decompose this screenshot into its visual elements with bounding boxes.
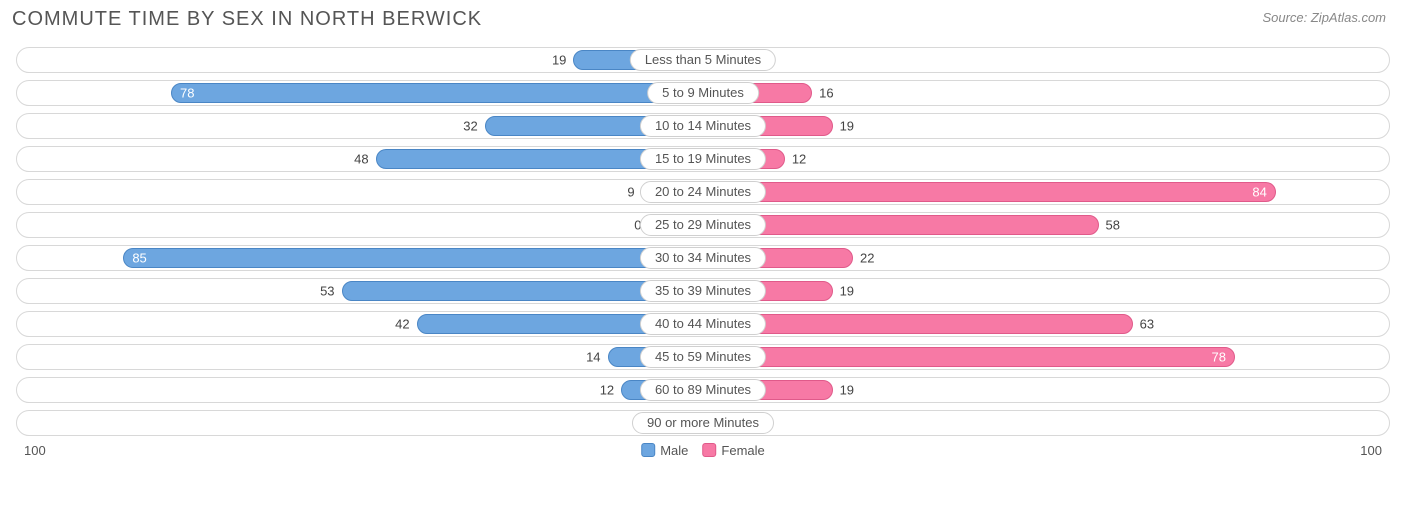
female-value-label: 22 xyxy=(852,251,874,266)
category-badge: 15 to 19 Minutes xyxy=(640,148,766,170)
chart-row: 48 12 15 to 19 Minutes xyxy=(16,146,1390,172)
category-badge: 45 to 59 Minutes xyxy=(640,346,766,368)
category-badge: 30 to 34 Minutes xyxy=(640,247,766,269)
female-value-label: 16 xyxy=(811,86,833,101)
chart-row: 05825 to 29 Minutes xyxy=(16,212,1390,238)
axis-right-label: 100 xyxy=(1360,443,1382,458)
male-bar: 78 xyxy=(171,83,703,103)
category-badge: Less than 5 Minutes xyxy=(630,49,776,71)
source-attribution: Source: ZipAtlas.com xyxy=(1262,10,1386,25)
category-badge: 20 to 24 Minutes xyxy=(640,181,766,203)
male-value-label: 14 xyxy=(586,350,608,365)
legend-female-label: Female xyxy=(721,443,764,458)
legend: Male Female xyxy=(641,443,765,458)
category-badge: 10 to 14 Minutes xyxy=(640,115,766,137)
male-value-label: 85 xyxy=(132,251,146,266)
female-value-label: 12 xyxy=(784,152,806,167)
male-value-label: 42 xyxy=(395,317,417,332)
male-bar: 85 xyxy=(123,248,703,268)
male-value-label: 53 xyxy=(320,284,342,299)
chart-row: 0090 or more Minutes xyxy=(16,410,1390,436)
male-value-label: 48 xyxy=(354,152,376,167)
female-value-label: 19 xyxy=(832,284,854,299)
female-bar: 78 xyxy=(703,347,1235,367)
chart-footer: 100 Male Female 100 xyxy=(0,443,1406,471)
female-value-label: 63 xyxy=(1132,317,1154,332)
chart-row: 78 16 5 to 9 Minutes xyxy=(16,80,1390,106)
female-bar: 84 xyxy=(703,182,1276,202)
female-bar: 63 xyxy=(703,314,1133,334)
female-value-label: 78 xyxy=(1211,350,1225,365)
category-badge: 40 to 44 Minutes xyxy=(640,313,766,335)
female-value-label: 84 xyxy=(1252,185,1266,200)
male-value-label: 78 xyxy=(180,86,194,101)
chart-row: 12 19 60 to 89 Minutes xyxy=(16,377,1390,403)
male-value-label: 19 xyxy=(552,53,574,68)
chart-row: 98420 to 24 Minutes xyxy=(16,179,1390,205)
chart-title: COMMUTE TIME BY SEX IN NORTH BERWICK xyxy=(12,8,482,31)
chart-area: 190Less than 5 Minutes 78 16 5 to 9 Minutes… xyxy=(0,35,1406,436)
chart-row: 32 19 10 to 14 Minutes xyxy=(16,113,1390,139)
chart-row: 85 22 30 to 34 Minutes xyxy=(16,245,1390,271)
legend-male: Male xyxy=(641,443,688,458)
female-value-label: 58 xyxy=(1098,218,1120,233)
male-value-label: 12 xyxy=(600,383,622,398)
male-value-label: 32 xyxy=(463,119,485,134)
female-value-label: 19 xyxy=(832,383,854,398)
female-swatch-icon xyxy=(702,443,716,457)
chart-row: 190Less than 5 Minutes xyxy=(16,47,1390,73)
chart-row: 14 78 45 to 59 Minutes xyxy=(16,344,1390,370)
category-badge: 25 to 29 Minutes xyxy=(640,214,766,236)
chart-row: 426340 to 44 Minutes xyxy=(16,311,1390,337)
legend-female: Female xyxy=(702,443,764,458)
category-badge: 90 or more Minutes xyxy=(632,412,774,434)
male-swatch-icon xyxy=(641,443,655,457)
legend-male-label: Male xyxy=(660,443,688,458)
chart-row: 53 19 35 to 39 Minutes xyxy=(16,278,1390,304)
category-badge: 35 to 39 Minutes xyxy=(640,280,766,302)
category-badge: 60 to 89 Minutes xyxy=(640,379,766,401)
female-value-label: 19 xyxy=(832,119,854,134)
category-badge: 5 to 9 Minutes xyxy=(647,82,759,104)
axis-left-label: 100 xyxy=(24,443,46,458)
